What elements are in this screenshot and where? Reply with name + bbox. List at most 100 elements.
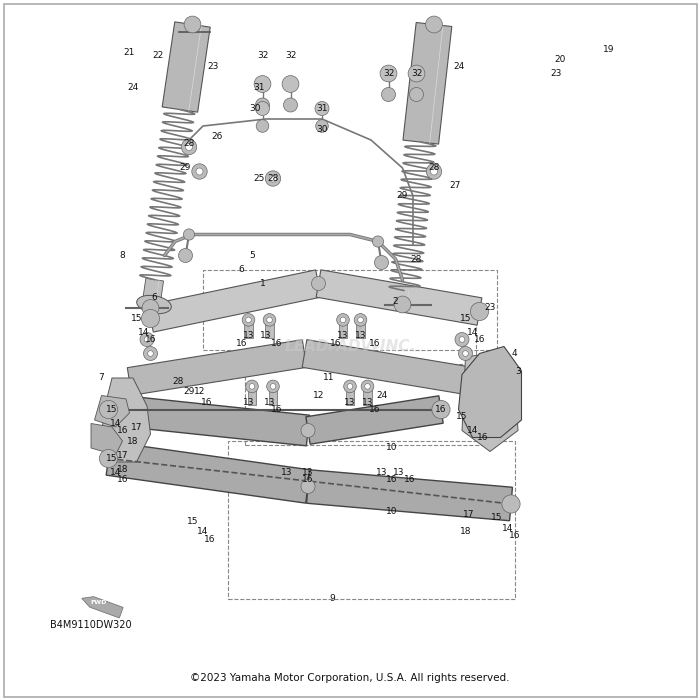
Text: 16: 16: [369, 339, 380, 347]
Polygon shape: [462, 354, 518, 452]
Circle shape: [432, 400, 450, 419]
Text: 16: 16: [117, 426, 128, 435]
Circle shape: [337, 314, 349, 326]
Text: 28: 28: [428, 164, 440, 172]
Polygon shape: [307, 470, 512, 521]
Text: 30: 30: [250, 104, 261, 113]
Circle shape: [267, 317, 272, 323]
Text: 15: 15: [106, 454, 118, 463]
Circle shape: [358, 317, 363, 323]
Text: 16: 16: [117, 475, 128, 484]
Text: 28: 28: [411, 255, 422, 263]
Circle shape: [408, 65, 425, 82]
Polygon shape: [265, 320, 274, 338]
Text: 15: 15: [456, 412, 468, 421]
Circle shape: [470, 302, 489, 321]
Text: 19: 19: [603, 45, 615, 53]
Circle shape: [372, 236, 384, 247]
Circle shape: [459, 337, 465, 342]
Circle shape: [455, 332, 469, 346]
Circle shape: [186, 144, 192, 150]
Text: 10: 10: [386, 507, 398, 515]
Text: 24: 24: [453, 62, 464, 71]
Text: 8: 8: [120, 251, 125, 260]
Text: 16: 16: [271, 405, 282, 414]
Polygon shape: [82, 596, 123, 618]
Text: 14: 14: [502, 524, 513, 533]
Text: 16: 16: [435, 405, 447, 414]
Polygon shape: [127, 340, 307, 396]
Text: B4M9110DW320: B4M9110DW320: [50, 620, 132, 630]
Text: 13: 13: [362, 398, 373, 407]
Circle shape: [394, 296, 411, 313]
Polygon shape: [403, 22, 452, 144]
Text: 31: 31: [316, 104, 328, 113]
Text: 25: 25: [253, 174, 265, 183]
Polygon shape: [244, 320, 253, 338]
Text: 16: 16: [477, 433, 489, 442]
Circle shape: [382, 88, 395, 102]
Circle shape: [256, 98, 270, 112]
Text: 14: 14: [110, 419, 121, 428]
Text: 22: 22: [152, 52, 163, 60]
Text: 6: 6: [151, 293, 157, 302]
Polygon shape: [393, 290, 413, 305]
Text: 6: 6: [239, 265, 244, 274]
Text: 13: 13: [302, 468, 314, 477]
Text: 32: 32: [285, 52, 296, 60]
Text: 4: 4: [512, 349, 517, 358]
Text: 11: 11: [323, 374, 335, 382]
Circle shape: [361, 380, 374, 393]
Text: 29: 29: [180, 164, 191, 172]
Polygon shape: [106, 442, 310, 503]
Text: 14: 14: [467, 328, 478, 337]
Text: 27: 27: [449, 181, 461, 190]
Text: 16: 16: [302, 475, 314, 484]
Circle shape: [316, 120, 328, 132]
Text: 9: 9: [330, 594, 335, 603]
Circle shape: [196, 168, 203, 175]
Circle shape: [282, 76, 299, 92]
Text: 20: 20: [554, 55, 566, 64]
Circle shape: [502, 495, 520, 513]
Text: 13: 13: [376, 468, 387, 477]
Circle shape: [340, 317, 346, 323]
Text: 23: 23: [484, 304, 496, 312]
Polygon shape: [148, 270, 321, 332]
Circle shape: [181, 139, 197, 155]
Text: 29: 29: [397, 192, 408, 200]
Polygon shape: [269, 386, 277, 405]
Polygon shape: [162, 22, 210, 112]
Circle shape: [463, 351, 468, 356]
Text: 16: 16: [386, 475, 398, 484]
Circle shape: [254, 76, 271, 92]
Text: 16: 16: [204, 535, 216, 543]
Text: 18: 18: [117, 465, 128, 473]
Text: 14: 14: [467, 426, 478, 435]
Text: 32: 32: [411, 69, 422, 78]
Circle shape: [347, 384, 353, 389]
Text: 15: 15: [491, 514, 503, 522]
Text: LEAD▸ADV▸INC.: LEAD▸ADV▸INC.: [284, 339, 416, 354]
Circle shape: [184, 16, 201, 33]
Circle shape: [426, 16, 442, 33]
Text: 32: 32: [257, 52, 268, 60]
Text: 14: 14: [197, 528, 209, 536]
Text: 18: 18: [127, 437, 139, 445]
Text: 13: 13: [243, 332, 254, 340]
Text: 13: 13: [243, 398, 254, 407]
Circle shape: [99, 400, 118, 419]
Circle shape: [354, 314, 367, 326]
Text: 28: 28: [183, 139, 195, 148]
Text: 23: 23: [551, 69, 562, 78]
Polygon shape: [363, 386, 372, 405]
Text: 16: 16: [330, 339, 342, 347]
Text: 16: 16: [474, 335, 485, 344]
Text: 13: 13: [264, 398, 275, 407]
Text: 28: 28: [267, 174, 279, 183]
Text: 21: 21: [124, 48, 135, 57]
Text: 26: 26: [211, 132, 223, 141]
Circle shape: [246, 380, 258, 393]
Text: 31: 31: [253, 83, 265, 92]
Text: 24: 24: [127, 83, 139, 92]
